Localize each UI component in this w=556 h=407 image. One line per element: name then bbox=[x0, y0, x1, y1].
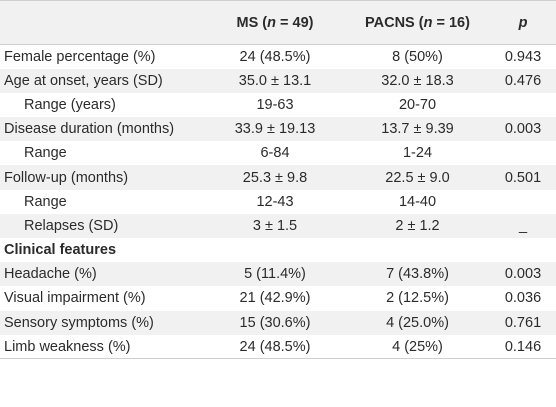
p-value bbox=[490, 190, 556, 214]
p-value: 0.761 bbox=[504, 314, 542, 331]
table-header-row: MS (n = 49) PACNS (n = 16) p bbox=[0, 0, 556, 45]
ms-value: 3 ± 1.5 bbox=[252, 217, 298, 234]
pacns-value: 2 (12.5%) bbox=[386, 290, 449, 307]
row-label: Range bbox=[24, 193, 67, 210]
table-row: Age at onset, years (SD) 35.0 ± 13.1 32.… bbox=[0, 68, 556, 93]
ms-value: 15 (30.6%) bbox=[239, 314, 311, 331]
pacns-value: 7 (43.8%) bbox=[386, 266, 449, 283]
ms-value: 5 (11.4%) bbox=[244, 266, 306, 283]
ms-value: 33.9 ± 19.13 bbox=[234, 121, 316, 138]
row-label: Range bbox=[24, 145, 67, 162]
table-row: Relapses (SD) 3 ± 1.5 2 ± 1.2 _ bbox=[0, 213, 556, 238]
pacns-value: 20-70 bbox=[398, 96, 437, 113]
table-row: Range 12-43 14-40 bbox=[0, 190, 556, 214]
header-ms: MS (n = 49) bbox=[205, 0, 345, 45]
pacns-value: 4 (25%) bbox=[345, 334, 490, 360]
ms-value: 24 (48.5%) bbox=[205, 334, 345, 360]
header-pacns: PACNS (n = 16) bbox=[345, 0, 490, 45]
p-value: 0.476 bbox=[504, 72, 542, 89]
comparison-table: MS (n = 49) PACNS (n = 16) p Female perc… bbox=[0, 0, 556, 360]
pacns-value: 4 (25.0%) bbox=[386, 314, 449, 331]
pacns-value: 2 ± 1.2 bbox=[395, 217, 440, 234]
row-label: Visual impairment (%) bbox=[4, 290, 146, 307]
table-row: Sensory symptoms (%) 15 (30.6%) 4 (25.0%… bbox=[0, 310, 556, 335]
ms-value: 25.3 ± 9.8 bbox=[242, 169, 308, 186]
table-row: Follow-up (months) 25.3 ± 9.8 22.5 ± 9.0… bbox=[0, 165, 556, 190]
row-label: Age at onset, years (SD) bbox=[4, 72, 163, 89]
row-label: Headache (%) bbox=[4, 266, 97, 283]
table-row: Headache (%) 5 (11.4%) 7 (43.8%) 0.003 bbox=[0, 262, 556, 287]
table-row: Disease duration (months) 33.9 ± 19.13 1… bbox=[0, 117, 556, 142]
pacns-value: 8 (50%) bbox=[392, 48, 443, 65]
ms-value: 12-43 bbox=[256, 193, 294, 210]
ms-value: 24 (48.5%) bbox=[239, 48, 311, 65]
section-row: Clinical features bbox=[0, 238, 556, 262]
p-value: 0.003 bbox=[504, 266, 542, 283]
table-row: Range 6-84 1-24 bbox=[0, 141, 556, 165]
header-p-value: p bbox=[490, 0, 556, 45]
row-label: Disease duration (months) bbox=[4, 121, 175, 138]
section-heading: Clinical features bbox=[4, 242, 117, 259]
p-value: 0.943 bbox=[504, 48, 542, 65]
table-row: Visual impairment (%) 21 (42.9%) 2 (12.5… bbox=[0, 286, 556, 310]
row-label: Sensory symptoms (%) bbox=[4, 314, 154, 331]
table-row: Range (years) 19-63 20-70 bbox=[0, 93, 556, 117]
row-label: Follow-up (months) bbox=[4, 169, 129, 186]
row-label: Range (years) bbox=[24, 96, 116, 113]
pacns-value: 1-24 bbox=[402, 145, 433, 162]
table-row: Female percentage (%) 24 (48.5%) 8 (50%)… bbox=[0, 45, 556, 69]
pacns-value: 14-40 bbox=[398, 193, 437, 210]
p-value: 0.003 bbox=[504, 121, 542, 138]
p-value: _ bbox=[518, 217, 528, 234]
ms-value: 19-63 bbox=[256, 96, 294, 113]
ms-value: 35.0 ± 13.1 bbox=[238, 72, 312, 89]
p-value: 0.501 bbox=[504, 169, 542, 186]
pacns-value: 22.5 ± 9.0 bbox=[385, 169, 450, 186]
pacns-value: 32.0 ± 18.3 bbox=[381, 72, 454, 89]
p-value: 0.146 bbox=[490, 334, 556, 360]
pacns-value: 13.7 ± 9.39 bbox=[381, 121, 454, 138]
row-label: Female percentage (%) bbox=[4, 48, 156, 65]
row-label: Limb weakness (%) bbox=[0, 334, 205, 360]
ms-value: 6-84 bbox=[260, 145, 290, 162]
p-value bbox=[490, 141, 556, 165]
table-row: Limb weakness (%) 24 (48.5%) 4 (25%) 0.1… bbox=[0, 334, 556, 360]
p-value: 0.036 bbox=[504, 290, 542, 307]
header-variable bbox=[0, 0, 205, 45]
p-value bbox=[490, 93, 556, 117]
row-label: Relapses (SD) bbox=[24, 217, 119, 234]
ms-value: 21 (42.9%) bbox=[239, 290, 311, 307]
